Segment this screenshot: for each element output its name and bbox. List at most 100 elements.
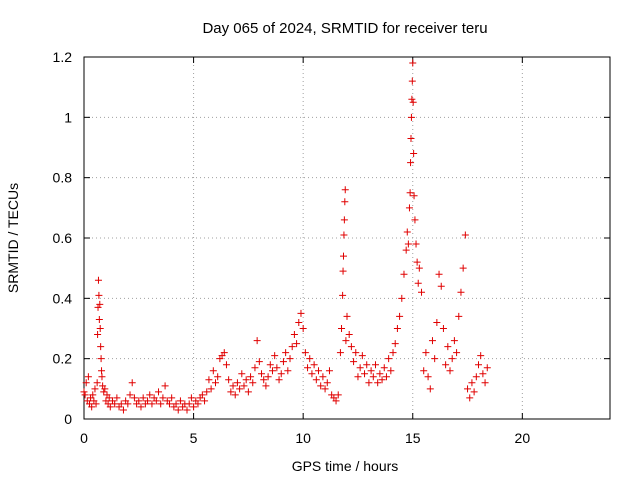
- data-point: [172, 400, 180, 408]
- data-point: [96, 325, 104, 332]
- data-point: [396, 312, 404, 320]
- x-tick-label: 0: [80, 430, 88, 446]
- data-point: [354, 373, 362, 381]
- data-point: [339, 267, 347, 275]
- data-point: [412, 240, 420, 248]
- data-point: [144, 397, 152, 405]
- data-point: [389, 349, 397, 357]
- data-point: [477, 352, 485, 360]
- data-point: [249, 379, 257, 387]
- data-point: [185, 400, 193, 408]
- data-point: [306, 355, 314, 363]
- data-point: [431, 355, 439, 363]
- data-point: [405, 204, 413, 212]
- data-point: [481, 379, 489, 387]
- data-point: [433, 318, 441, 326]
- data-point: [126, 391, 134, 399]
- data-point: [461, 231, 469, 239]
- data-point: [415, 264, 423, 272]
- data-point: [424, 373, 432, 381]
- data-point: [301, 349, 309, 357]
- data-point: [165, 400, 173, 408]
- data-point: [410, 150, 418, 158]
- data-point: [227, 388, 235, 396]
- data-point: [342, 337, 350, 345]
- y-tick-label: 1: [64, 109, 72, 125]
- data-point: [371, 361, 379, 369]
- data-point: [413, 258, 421, 266]
- data-point: [146, 391, 154, 399]
- data-point: [152, 397, 160, 405]
- data-point: [92, 400, 100, 408]
- y-tick-label: 0.8: [53, 170, 73, 186]
- data-point: [225, 376, 233, 384]
- data-point: [398, 294, 406, 302]
- data-point: [81, 391, 89, 399]
- data-point: [203, 388, 211, 396]
- data-point: [135, 397, 143, 405]
- data-point: [268, 367, 276, 375]
- y-tick-label: 0: [64, 411, 72, 427]
- data-point: [231, 391, 239, 399]
- data-point: [290, 331, 298, 339]
- data-point: [91, 385, 99, 393]
- data-point: [393, 325, 401, 332]
- data-point: [407, 159, 415, 167]
- y-tick-label: 0.4: [53, 290, 73, 306]
- data-point: [339, 291, 347, 299]
- data-point: [266, 361, 274, 369]
- data-point: [406, 189, 414, 197]
- data-point: [304, 364, 312, 372]
- data-point: [341, 186, 349, 194]
- data-point: [408, 77, 416, 85]
- y-tick-label: 0.6: [53, 230, 73, 246]
- data-point: [475, 361, 482, 369]
- data-point: [317, 382, 325, 390]
- data-point: [407, 113, 415, 121]
- data-point: [293, 340, 301, 348]
- data-point: [409, 59, 417, 67]
- data-point: [282, 349, 290, 357]
- data-point: [106, 403, 114, 411]
- data-point: [455, 312, 463, 320]
- y-tick-label: 1.2: [53, 49, 73, 65]
- data-point: [297, 309, 305, 317]
- data-point: [190, 403, 198, 411]
- data-point: [332, 397, 340, 405]
- data-point: [483, 364, 491, 372]
- data-point: [448, 355, 456, 363]
- data-point: [137, 403, 145, 411]
- data-point: [299, 325, 307, 332]
- x-axis-label: GPS time / hours: [292, 458, 399, 474]
- data-point: [286, 355, 294, 363]
- data-point: [271, 352, 279, 360]
- data-point: [341, 198, 349, 206]
- data-point: [101, 385, 109, 393]
- data-point: [194, 400, 202, 408]
- x-tick-label: 20: [515, 430, 531, 446]
- data-point: [168, 394, 176, 402]
- data-point: [414, 279, 422, 287]
- data-point: [400, 270, 408, 278]
- data-point: [428, 337, 436, 345]
- data-point: [358, 352, 366, 360]
- x-tick-label: 15: [405, 430, 421, 446]
- data-point: [279, 358, 287, 366]
- data-point: [404, 240, 412, 248]
- data-point: [479, 370, 487, 378]
- data-point: [315, 367, 323, 375]
- data-point: [376, 370, 384, 378]
- data-point: [444, 343, 452, 351]
- data-point: [361, 370, 369, 378]
- data-point: [251, 364, 259, 372]
- data-point: [176, 397, 184, 405]
- data-point: [124, 400, 132, 408]
- data-point: [382, 373, 390, 381]
- data-point: [97, 355, 105, 363]
- data-point: [459, 264, 467, 272]
- data-point: [408, 95, 416, 103]
- data-point: [325, 367, 333, 375]
- data-point: [253, 337, 261, 345]
- data-point: [236, 385, 244, 393]
- data-point: [323, 379, 331, 387]
